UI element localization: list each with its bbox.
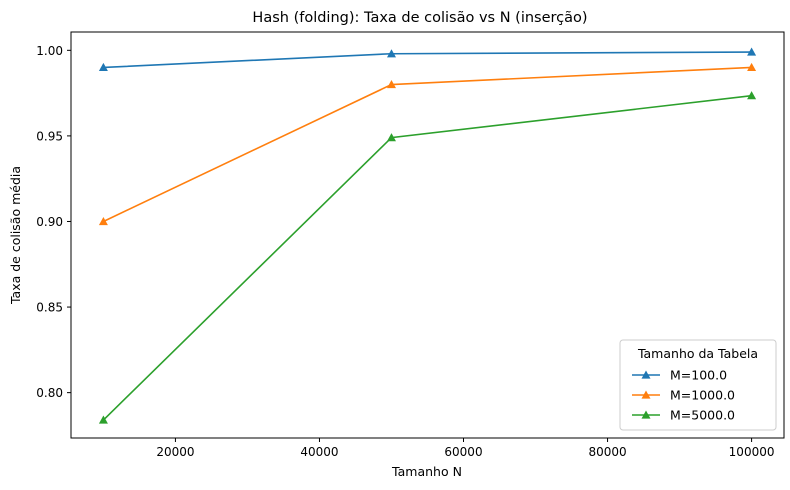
x-axis: 20000 40000 60000 80000 100000 [156, 438, 774, 459]
plot-area [98, 47, 757, 424]
data-point-marker [747, 47, 757, 56]
data-point-marker [386, 49, 396, 58]
legend-label: M=5000.0 [670, 408, 735, 423]
y-tick-label: 1.00 [36, 44, 63, 58]
x-tick-label: 80000 [588, 445, 626, 459]
y-tick-label: 0.95 [36, 129, 63, 143]
data-point-marker [386, 133, 396, 142]
legend-label: M=100.0 [670, 368, 727, 383]
legend-title: Tamanho da Tabela [637, 346, 758, 361]
x-tick-label: 60000 [444, 445, 482, 459]
x-axis-label: Tamanho N [391, 464, 462, 479]
series-line-2 [103, 66, 752, 223]
y-tick-label: 0.80 [36, 386, 63, 400]
chart-title: Hash (folding): Taxa de colisão vs N (in… [252, 10, 587, 26]
y-axis: 0.80 0.85 0.90 0.95 1.00 [36, 44, 71, 400]
x-tick-label: 100000 [729, 445, 775, 459]
series-line-1 [103, 51, 752, 69]
legend-marker [641, 370, 651, 379]
legend-label: M=1000.0 [670, 388, 735, 403]
data-point-marker [98, 216, 108, 226]
data-point-marker [386, 80, 396, 89]
legend: Tamanho da Tabela M=100.0 M=1000.0 M=5000.… [619, 339, 777, 431]
legend-items: M=100.0 M=1000.0 M=5000.0 [632, 368, 735, 423]
data-point-marker [98, 415, 108, 424]
legend-marker [641, 410, 651, 419]
x-tick-label: 40000 [300, 445, 338, 459]
legend-marker [641, 390, 651, 399]
data-point-marker [98, 62, 108, 72]
legend-box [619, 339, 777, 431]
y-tick-label: 0.90 [36, 215, 63, 229]
x-tick-label: 20000 [156, 445, 194, 459]
data-point-marker [747, 62, 757, 72]
y-axis-label: Taxa de colisão média [8, 166, 23, 305]
plot-frame [70, 31, 785, 439]
y-tick-label: 0.85 [36, 301, 63, 315]
data-point-marker [747, 91, 757, 100]
